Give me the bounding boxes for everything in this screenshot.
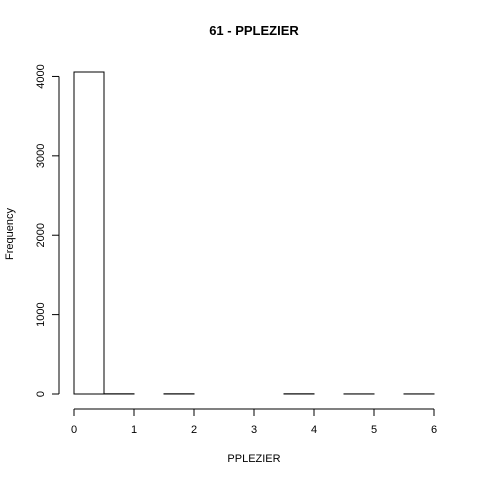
x-tick-label: 5 [371,424,377,436]
x-axis: 0 1 2 3 4 5 6 [71,408,437,436]
y-tick-label: 0 [35,391,47,397]
histogram-bar [73,71,105,395]
chart-title: 61 - PPLEZIER [209,23,299,38]
x-tick-label: 2 [191,424,197,436]
x-axis-label: PPLEZIER [227,453,280,465]
x-tick-label: 1 [131,424,137,436]
y-tick-label: 2000 [35,223,47,247]
x-tick-label: 0 [71,424,77,436]
y-axis: 0 1000 2000 3000 4000 [35,64,60,397]
y-tick-label: 4000 [35,64,47,88]
x-tick-label: 4 [311,424,317,436]
x-tick-label: 3 [251,424,257,436]
bars-group [73,71,435,395]
y-tick-label: 1000 [35,302,47,326]
y-axis-label: Frequency [4,208,16,260]
x-tick-label: 6 [431,424,437,436]
y-tick-label: 3000 [35,144,47,168]
